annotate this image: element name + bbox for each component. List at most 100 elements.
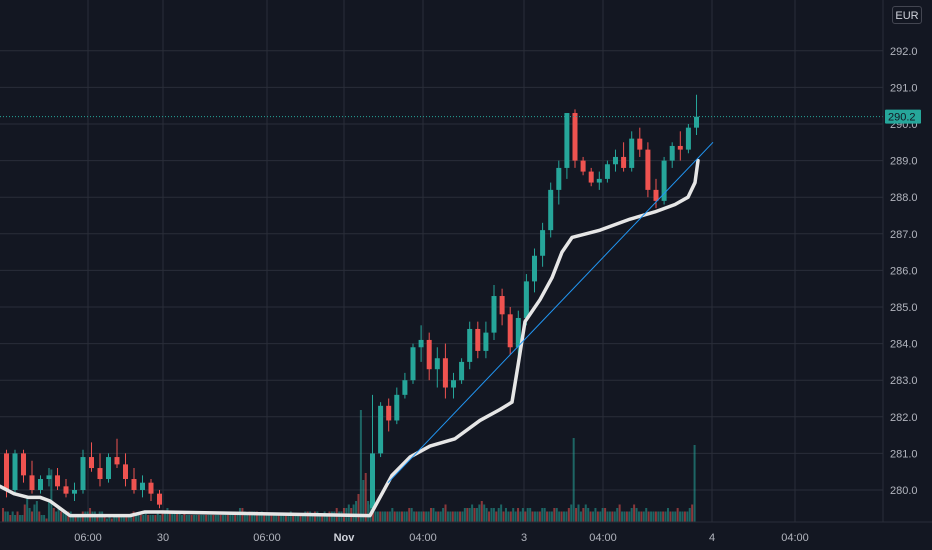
candle-body	[12, 453, 18, 490]
volume-bar	[115, 515, 118, 522]
candle-body	[653, 189, 659, 201]
volume-bar	[439, 511, 442, 522]
time-tick-label: 04:00	[589, 532, 617, 544]
volume-bar	[14, 515, 17, 522]
volume-bar	[207, 515, 210, 522]
volume-bar	[28, 508, 31, 522]
volume-bar	[263, 515, 266, 522]
candle-body	[548, 189, 554, 231]
volume-bar	[9, 515, 12, 522]
volume-bar	[359, 410, 362, 522]
volume-bar	[304, 511, 307, 522]
volume-bar	[488, 511, 491, 522]
candle-body	[55, 475, 60, 487]
volume-bar	[608, 511, 611, 522]
volume-bar	[31, 511, 34, 522]
volume-bar	[548, 511, 551, 522]
price-tick-label: 281.0	[890, 448, 918, 460]
volume-bar	[674, 511, 677, 522]
candle-body	[4, 453, 9, 490]
volume-bar	[364, 473, 367, 522]
volume-bar	[630, 508, 633, 522]
volume-bar	[492, 508, 495, 522]
volume-bar	[74, 515, 77, 522]
volume-bar	[125, 515, 128, 522]
volume-bar	[178, 511, 181, 522]
volume-bar	[313, 511, 316, 522]
volume-bar	[628, 511, 631, 522]
candle-body	[394, 394, 400, 421]
volume-bar	[512, 508, 515, 522]
volume-bar	[367, 501, 370, 522]
volume-bar	[103, 515, 106, 522]
volume-bar	[468, 508, 471, 522]
volume-bar	[299, 515, 302, 522]
volume-bar	[79, 515, 82, 522]
volume-bar	[4, 511, 7, 522]
volume-bar	[519, 511, 522, 522]
volume-bar	[214, 515, 217, 522]
candle-body	[114, 457, 120, 465]
volume-bar	[144, 511, 147, 522]
volume-bar	[582, 508, 585, 522]
volume-bar	[613, 511, 616, 522]
volume-bar	[543, 508, 546, 522]
volume-bar	[265, 515, 268, 522]
volume-bar	[577, 504, 580, 522]
volume-bar	[96, 515, 99, 522]
time-tick-label: 30	[157, 532, 169, 544]
volume-bar	[396, 511, 399, 522]
volume-bar	[480, 501, 483, 522]
volume-bar	[217, 515, 220, 522]
volume-bar	[328, 511, 331, 522]
volume-bar	[352, 504, 355, 522]
volume-bar	[565, 511, 568, 522]
candle-body	[46, 475, 52, 480]
time-tick-label: 04:00	[781, 532, 809, 544]
candle-body	[621, 156, 627, 168]
volume-bar	[403, 511, 406, 522]
volume-bar	[662, 511, 665, 522]
volume-bar	[45, 518, 48, 522]
volume-bar	[202, 515, 205, 522]
volume-bar	[149, 515, 152, 522]
candle-body	[148, 482, 154, 494]
volume-bar	[280, 515, 283, 522]
volume-bar	[408, 508, 411, 522]
volume-bar	[635, 508, 638, 522]
volume-bar	[526, 508, 529, 522]
volume-bar	[60, 511, 63, 522]
volume-bar	[623, 511, 626, 522]
candle-body	[556, 167, 562, 190]
candle-body	[694, 116, 699, 128]
volume-bar	[563, 511, 566, 522]
volume-bar	[625, 511, 628, 522]
volume-bar	[76, 515, 79, 522]
volume-bar	[541, 508, 544, 522]
volume-bar	[529, 508, 532, 522]
trend-line[interactable]	[387, 141, 714, 484]
volume-bar	[654, 511, 657, 522]
currency-button[interactable]: EUR	[892, 6, 922, 24]
candle-body	[475, 328, 481, 351]
volume-bar	[229, 511, 232, 522]
volume-bar	[572, 438, 575, 522]
volume-bar	[270, 515, 273, 522]
volume-bar	[11, 511, 14, 522]
volume-bar	[72, 515, 75, 522]
candle-body	[507, 314, 513, 348]
volume-bar	[23, 504, 26, 522]
volume-bar	[173, 511, 176, 522]
volume-bar	[159, 515, 162, 522]
volume-bar	[16, 511, 19, 522]
volume-bar	[154, 515, 157, 522]
time-axis[interactable]: 06:00 30 06:00 Nov 04:00 3 04:00 4 04:00	[74, 532, 809, 544]
volume-bar	[142, 515, 145, 522]
volume-bar	[246, 515, 249, 522]
volume-bar	[376, 511, 379, 522]
candle-body	[677, 145, 683, 150]
volume-bar	[466, 508, 469, 522]
candle-body	[434, 358, 440, 370]
volume-bar	[659, 511, 662, 522]
